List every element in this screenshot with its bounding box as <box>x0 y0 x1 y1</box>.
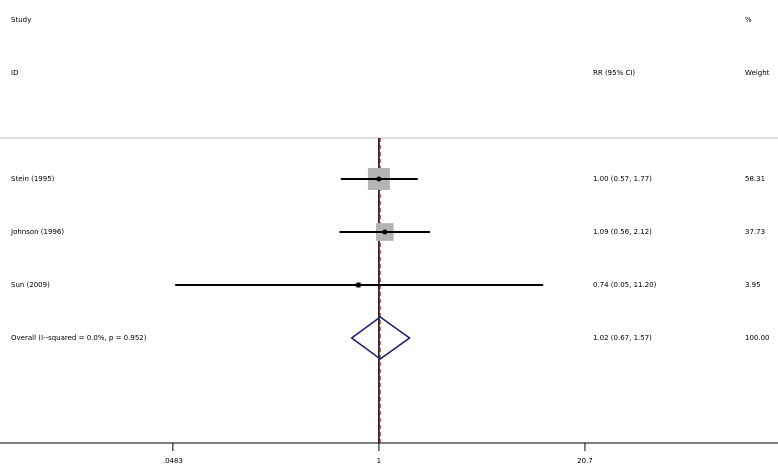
overall-label: Overall (I--squared = 0.0%, p = 0.952) <box>11 334 147 342</box>
x-tick-label: .0483 <box>163 457 183 465</box>
x-tick-label: 20.7 <box>577 457 593 465</box>
header-id: ID <box>11 69 18 77</box>
overall-effect-label: 1.02 (0.67, 1.57) <box>593 334 652 342</box>
weight-label: 3.95 <box>745 281 761 289</box>
point-estimate <box>376 176 382 182</box>
weight-label: 37.73 <box>745 228 765 236</box>
header-effect: RR (95% CI) <box>593 69 635 77</box>
overall-weight-label: 100.00 <box>745 334 770 342</box>
overall-diamond <box>350 316 411 360</box>
header-percent: % <box>745 16 752 24</box>
point-estimate <box>382 229 388 235</box>
effect-label: 1.00 (0.57, 1.77) <box>593 175 652 183</box>
point-estimate <box>355 282 361 288</box>
weight-label: 58.31 <box>745 175 765 183</box>
header-study: Study <box>11 16 31 24</box>
study-label: Johnson (1996) <box>10 228 64 236</box>
study-label: Sun (2009) <box>11 281 50 289</box>
effect-label: 0.74 (0.05, 11.20) <box>593 281 657 289</box>
header-weight: Weight <box>745 69 770 77</box>
study-label: Stein (1995) <box>11 175 55 183</box>
effect-label: 1.09 (0.56, 2.12) <box>593 228 652 236</box>
x-tick-label: 1 <box>377 457 381 465</box>
